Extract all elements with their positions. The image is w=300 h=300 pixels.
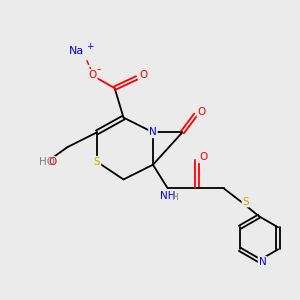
Text: NH: NH (160, 190, 176, 201)
Text: O: O (48, 157, 56, 167)
Text: O: O (199, 152, 207, 162)
Text: S: S (242, 196, 249, 206)
Text: H: H (171, 193, 178, 202)
Text: O: O (197, 107, 206, 117)
Text: N: N (149, 127, 157, 137)
Text: O: O (139, 70, 147, 80)
Text: S: S (94, 157, 100, 167)
Text: +: + (86, 42, 93, 51)
Text: N: N (259, 257, 266, 267)
Text: Na: Na (69, 46, 84, 56)
Text: –: – (97, 65, 101, 74)
Text: HO: HO (39, 157, 55, 167)
Text: O: O (88, 70, 97, 80)
